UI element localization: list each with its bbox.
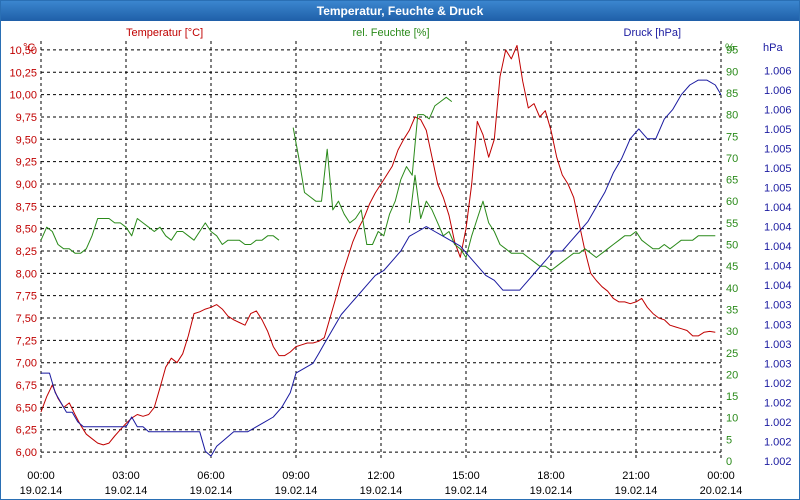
series-line-humidity [408,174,716,271]
pressure-axis-title: Druck [hPa] [624,27,681,39]
humidity-tick-label: 65 [726,175,738,187]
humidity-tick-label: 75 [726,131,738,143]
time-axis: 00:00 19.02.14 03:00 19.02.14 06:00 19.02.14 0… [20,470,743,497]
date-tick-label: 20.02.14 [700,485,743,497]
humidity-tick-label: 55 [726,218,738,230]
series-line-humidity [292,96,453,245]
humidity-tick-label: 85 [726,88,738,100]
date-tick-label: 19.02.14 [360,485,403,497]
humidity-tick-label: 50 [726,240,738,252]
pressure-axis: 1.002 1.002 1.002 1.002 1.002 1.003 1.003 1.003… [764,65,792,468]
pressure-unit: hPa [763,42,783,54]
date-tick-label: 19.02.14 [445,485,488,497]
temperature-tick-label: 7,75 [16,291,37,303]
time-tick-label: 21:00 [622,470,650,482]
temperature-tick-label: 10,50 [9,45,37,57]
humidity-tick-label: 30 [726,326,738,338]
humidity-tick-label: 90 [726,66,738,78]
time-tick-label: 00:00 [27,470,55,482]
humidity-tick-label: 35 [726,304,738,316]
time-tick-label: 06:00 [197,470,225,482]
humidity-tick-label: 40 [726,283,738,295]
grid-lines [40,41,722,461]
temperature-tick-label: 9,50 [16,134,37,146]
pressure-tick-label: 1.002 [764,456,792,468]
humidity-tick-label: 25 [726,348,738,360]
time-tick-label: 15:00 [452,470,480,482]
series-line-temperature [40,45,716,446]
pressure-tick-label: 1.004 [764,280,792,292]
temperature-tick-label: 7,25 [16,335,37,347]
humidity-tick-label: 80 [726,110,738,122]
pressure-tick-label: 1.002 [764,436,792,448]
temperature-tick-label: 8,00 [16,268,37,280]
temperature-axis-title: Temperatur [°C] [126,27,203,39]
humidity-tick-label: 20 [726,369,738,381]
temperature-tick-label: 8,25 [16,246,37,258]
date-tick-label: 19.02.14 [615,485,658,497]
temperature-tick-label: 6,00 [16,447,37,459]
chart-title: Temperatur, Feuchte & Druck [1,1,799,21]
humidity-tick-label: 45 [726,261,738,273]
series-line-pressure [41,79,722,457]
pressure-tick-label: 1.006 [764,85,792,97]
pressure-tick-label: 1.004 [764,222,792,234]
pressure-tick-label: 1.006 [764,104,792,116]
pressure-tick-label: 1.002 [764,417,792,429]
pressure-tick-label: 1.003 [764,358,792,370]
humidity-tick-label: 60 [726,196,738,208]
date-tick-label: 19.02.14 [275,485,318,497]
humidity-tick-label: 15 [726,391,738,403]
date-tick-label: 19.02.14 [530,485,573,497]
humidity-unit: % [725,42,735,54]
pressure-tick-label: 1.005 [764,163,792,175]
time-tick-label: 03:00 [112,470,140,482]
pressure-tick-label: 1.004 [764,202,792,214]
temperature-unit: °C [23,42,35,54]
time-tick-label: 00:00 [707,470,735,482]
date-tick-label: 19.02.14 [20,485,63,497]
pressure-tick-label: 1.003 [764,339,792,351]
temperature-tick-label: 6,50 [16,402,37,414]
date-tick-label: 19.02.14 [105,485,148,497]
humidity-tick-label: 0 [726,456,732,468]
temperature-tick-label: 10,00 [9,90,37,102]
pressure-tick-label: 1.003 [764,319,792,331]
pressure-tick-label: 1.004 [764,261,792,273]
temperature-tick-label: 6,75 [16,380,37,392]
pressure-tick-label: 1.003 [764,300,792,312]
pressure-tick-label: 1.004 [764,241,792,253]
series-line-humidity [40,218,280,254]
temperature-tick-label: 7,00 [16,358,37,370]
humidity-tick-label: 95 [726,45,738,57]
temperature-tick-label: 10,25 [9,67,37,79]
pressure-tick-label: 1.002 [764,397,792,409]
pressure-tick-label: 1.002 [764,378,792,390]
humidity-tick-label: 10 [726,413,738,425]
data-series [40,45,722,457]
temperature-tick-label: 6,25 [16,425,37,437]
temperature-tick-label: 9,00 [16,179,37,191]
humidity-axis-title: rel. Feuchte [%] [352,27,429,39]
humidity-tick-label: 5 [726,434,732,446]
temperature-tick-label: 9,25 [16,157,37,169]
pressure-tick-label: 1.005 [764,124,792,136]
time-tick-label: 12:00 [367,470,395,482]
temperature-tick-label: 8,75 [16,201,37,213]
temperature-tick-label: 9,75 [16,112,37,124]
temperature-axis: 6,00 6,25 6,50 6,75 7,00 7,25 7,50 7,75 8,00 8,25… [9,45,37,459]
humidity-axis: 0 5 10 15 20 25 30 35 40 45 50 55 60 65 70 75 80 85 90 95 [726,45,738,468]
pressure-tick-label: 1.005 [764,183,792,195]
date-tick-label: 19.02.14 [190,485,233,497]
pressure-tick-label: 1.005 [764,143,792,155]
humidity-tick-label: 70 [726,153,738,165]
temperature-tick-label: 7,50 [16,313,37,325]
pressure-tick-label: 1.006 [764,65,792,77]
time-tick-label: 18:00 [537,470,565,482]
time-tick-label: 09:00 [282,470,310,482]
temperature-tick-label: 8,50 [16,224,37,236]
